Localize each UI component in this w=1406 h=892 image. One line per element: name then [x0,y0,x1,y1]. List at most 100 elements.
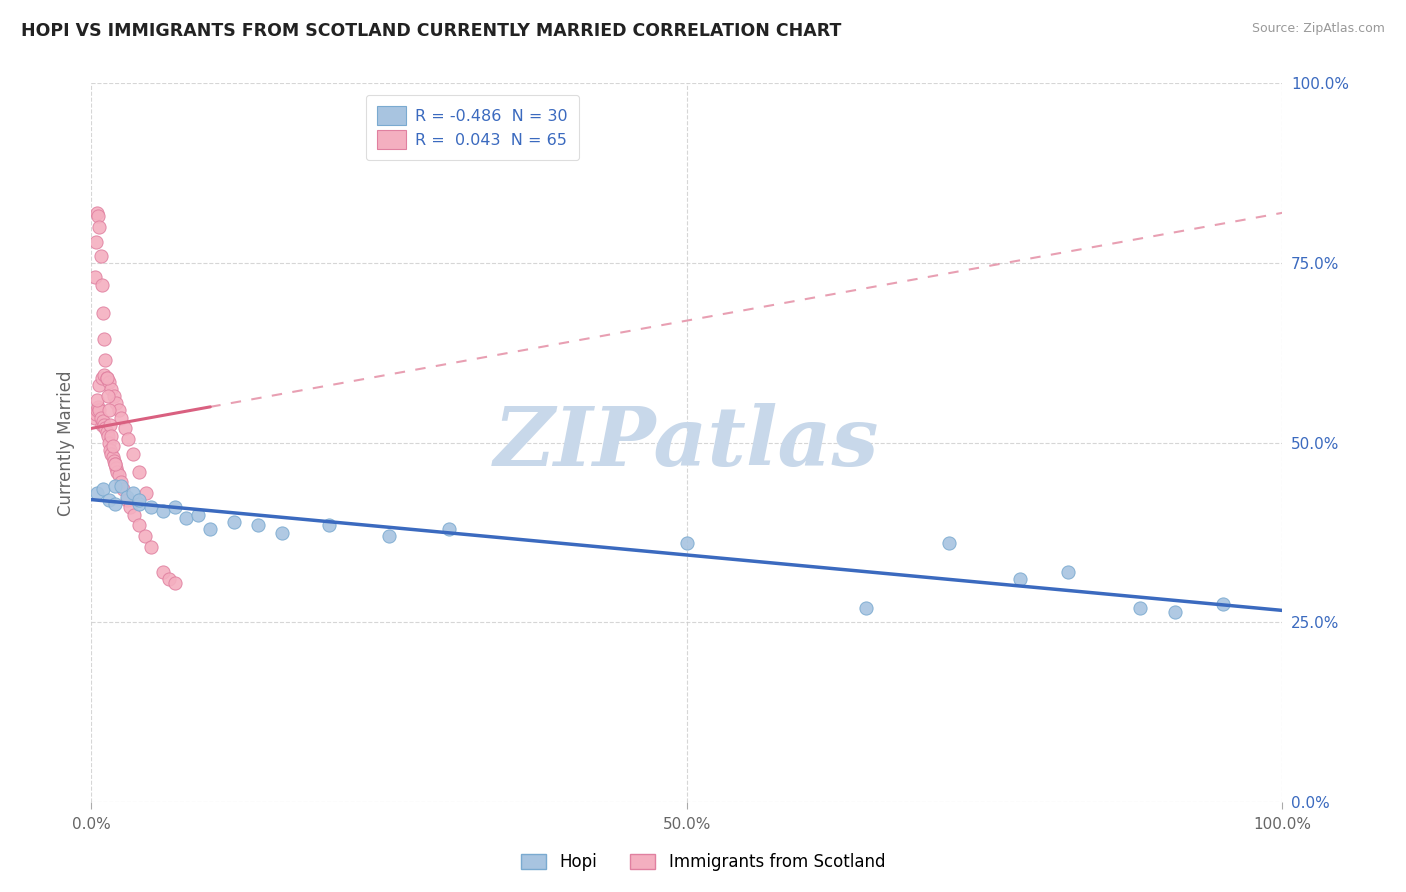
Point [157,572,180,586]
Point [107,403,129,417]
Point [1164,605,1187,619]
Point [318,518,340,533]
Point [91,414,114,428]
Text: ZIPatlas: ZIPatlas [494,403,880,483]
Point [86,206,108,220]
Point [176,511,198,525]
Point [84,407,107,421]
Point [110,475,132,490]
Point [101,439,124,453]
Point [104,497,127,511]
Point [98,442,121,457]
Point [121,486,143,500]
Point [86,486,108,500]
Point [121,446,143,460]
Point [91,306,114,320]
Point [104,458,127,472]
Point [128,497,150,511]
Point [87,210,110,224]
Point [139,540,162,554]
Point [98,435,121,450]
Point [675,536,697,550]
Point [1010,572,1032,586]
Point [246,518,269,533]
Point [96,425,118,439]
Point [378,529,401,543]
Point [93,417,115,432]
Point [163,576,186,591]
Point [1212,598,1234,612]
Point [100,382,122,396]
Point [101,450,124,465]
Point [128,465,150,479]
Point [270,525,292,540]
Point [83,270,105,285]
Point [84,235,107,249]
Point [122,508,145,522]
Point [96,371,118,385]
Point [103,389,125,403]
Point [90,417,112,432]
Point [96,371,118,385]
Point [115,493,138,508]
Point [437,522,460,536]
Point [134,529,156,543]
Point [152,504,174,518]
Point [128,493,150,508]
Point [103,454,125,468]
Point [98,417,121,432]
Point [98,493,121,508]
Point [224,515,246,529]
Point [97,389,120,403]
Legend: Hopi, Immigrants from Scotland: Hopi, Immigrants from Scotland [513,845,893,880]
Point [117,432,139,446]
Point [114,421,136,435]
Point [98,403,121,417]
Point [128,518,150,533]
Point [98,375,121,389]
Point [105,465,128,479]
Point [110,410,132,425]
Point [91,483,114,497]
Point [1057,565,1080,579]
Point [86,392,108,407]
Point [110,479,132,493]
Text: HOPI VS IMMIGRANTS FROM SCOTLAND CURRENTLY MARRIED CORRELATION CHART: HOPI VS IMMIGRANTS FROM SCOTLAND CURRENT… [21,22,841,40]
Point [94,421,117,435]
Point [938,536,960,550]
Point [87,400,110,414]
Point [86,403,108,417]
Point [100,428,122,442]
Text: Source: ZipAtlas.com: Source: ZipAtlas.com [1251,22,1385,36]
Point [105,461,128,475]
Point [855,601,877,615]
Point [163,500,186,515]
Point [89,403,111,417]
Point [93,368,115,382]
Point [94,353,117,368]
Point [104,458,127,472]
Point [89,220,111,235]
Point [139,500,162,515]
Point [93,332,115,346]
Point [187,508,209,522]
Legend: R = -0.486  N = 30, R =  0.043  N = 65: R = -0.486 N = 30, R = 0.043 N = 65 [366,95,579,160]
Point [97,428,120,442]
Point [107,468,129,483]
Point [83,410,105,425]
Point [104,479,127,493]
Point [112,483,135,497]
Point [100,446,122,460]
Point [90,249,112,263]
Point [152,565,174,579]
Point [115,490,138,504]
Y-axis label: Currently Married: Currently Married [58,370,75,516]
Point [89,378,111,392]
Point [105,396,128,410]
Point [90,410,112,425]
Point [90,277,112,292]
Point [120,500,142,515]
Point [135,486,157,500]
Point [90,371,112,385]
Point [1128,601,1150,615]
